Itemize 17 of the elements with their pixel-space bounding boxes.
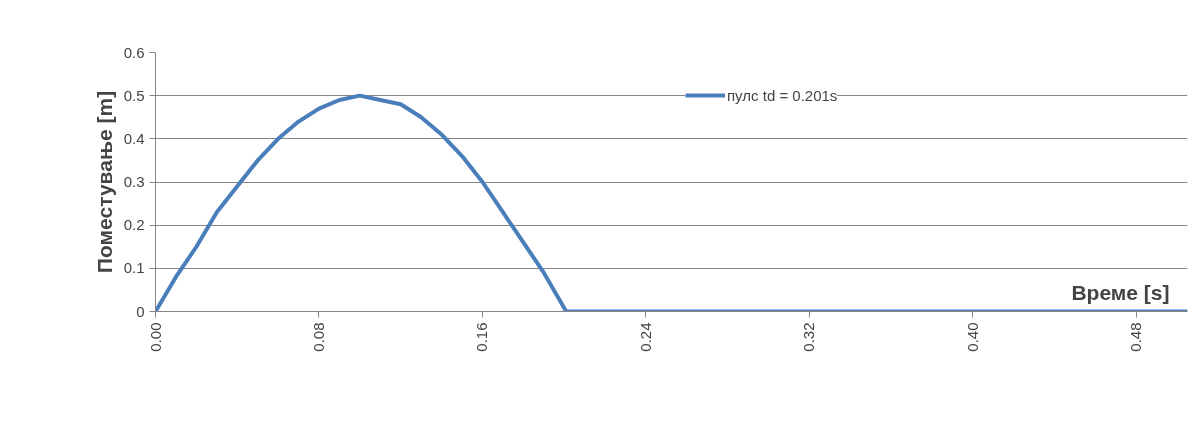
y-tick-label: 0.2 bbox=[123, 216, 145, 234]
legend-label: пулс td = 0.201s bbox=[727, 86, 838, 104]
x-tick-label: 0.00 bbox=[146, 322, 164, 352]
y-tick-label: 0.3 bbox=[123, 173, 145, 190]
x-tick-label: 0.32 bbox=[800, 322, 818, 352]
y-tick-label: 0 bbox=[136, 302, 145, 320]
x-tick-label: 0.16 bbox=[473, 322, 491, 352]
x-axis-title: Време [s] bbox=[1071, 280, 1170, 304]
x-tick-label: 0.24 bbox=[636, 322, 654, 352]
y-axis-title: Поместување [m] bbox=[92, 90, 116, 274]
y-tick-label: 0.4 bbox=[123, 129, 145, 147]
x-tick-label: 0.48 bbox=[1127, 322, 1145, 352]
y-tick-label: 0.1 bbox=[123, 259, 145, 277]
x-tick-label: 0.08 bbox=[309, 322, 327, 352]
y-tick-label: 0.5 bbox=[123, 86, 145, 104]
x-tick-label: 0.40 bbox=[963, 322, 981, 352]
y-tick-label: 0.6 bbox=[123, 43, 145, 61]
